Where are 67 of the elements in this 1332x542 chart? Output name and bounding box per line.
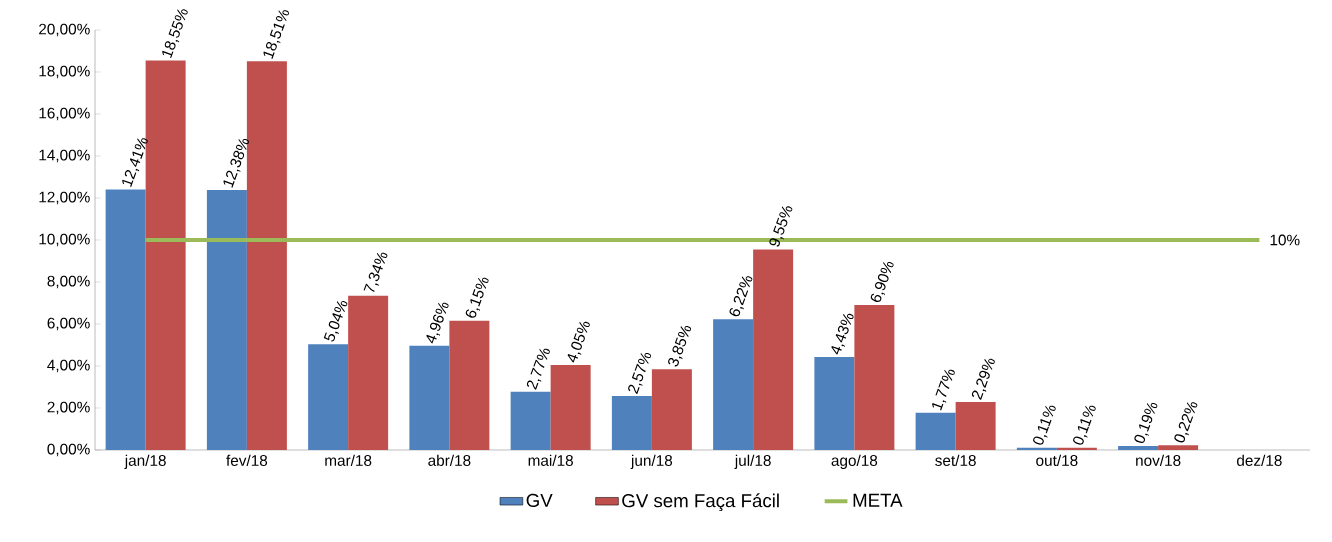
data-label: 0,11% [1073, 405, 1096, 445]
bar [348, 295, 389, 450]
bar [409, 345, 450, 450]
bar [449, 320, 490, 450]
data-label: 7,34% [363, 252, 388, 293]
data-label: 12,41% [122, 138, 148, 188]
data-label: 1,77% [932, 369, 955, 411]
data-label: 3,85% [668, 326, 692, 367]
data-label: 2,77% [526, 348, 550, 390]
bar [308, 344, 349, 450]
data-label: 4,96% [426, 302, 449, 344]
bar [510, 391, 551, 450]
x-tick-label: dez/18 [1237, 454, 1282, 466]
bar [611, 396, 652, 450]
x-tick-label: jun/18 [630, 454, 673, 469]
y-tick-label: 18,00% [39, 65, 90, 79]
y-tick-label: 20,00% [39, 23, 90, 37]
data-label: 6,22% [729, 276, 753, 317]
bar [550, 364, 591, 450]
bar [915, 412, 956, 450]
bar [854, 305, 895, 450]
data-label: 0,22% [1174, 402, 1198, 443]
data-label: 18,51% [263, 10, 290, 59]
data-label: 6,15% [465, 277, 489, 318]
data-label: 0,19% [1134, 402, 1158, 444]
bar [1158, 445, 1199, 450]
y-tick-label: 14,00% [39, 149, 90, 163]
data-label: 4,43% [831, 313, 854, 355]
bar [713, 319, 754, 450]
y-tick-label: 8,00% [47, 275, 90, 289]
legend-label: GV [526, 493, 553, 507]
x-tick-label: set/18 [935, 454, 976, 466]
x-tick-label: fev/18 [226, 454, 268, 466]
y-tick-label: 2,00% [47, 401, 90, 415]
data-label: 9,55% [769, 206, 793, 247]
data-label: 0,11% [1033, 405, 1056, 445]
bar [814, 356, 855, 450]
data-label: 18,55% [162, 9, 188, 59]
x-tick-label: mai/18 [528, 454, 573, 466]
x-tick-label: jul/18 [734, 454, 771, 469]
legend-label: GV sem Faça Fácil [622, 493, 779, 512]
data-label: 12,38% [223, 138, 250, 188]
data-label: 5,04% [323, 301, 348, 342]
bar [651, 369, 692, 450]
bar [105, 189, 146, 450]
bar [206, 190, 247, 450]
bar [753, 249, 794, 450]
data-label: 10% [1270, 234, 1300, 246]
x-tick-label: out/18 [1036, 454, 1078, 466]
x-tick-label: abr/18 [428, 454, 471, 466]
data-label: 2,29% [971, 358, 995, 400]
x-tick-label: ago/18 [831, 454, 878, 469]
y-tick-label: 12,00% [39, 191, 90, 205]
x-tick-label: nov/18 [1136, 454, 1181, 466]
y-tick-label: 16,00% [39, 107, 90, 121]
data-label: 6,90% [870, 261, 894, 302]
x-tick-label: mar/18 [325, 454, 372, 466]
legend-label: META [853, 493, 903, 507]
y-tick-label: 10,00% [39, 233, 90, 247]
data-label: 2,57% [628, 352, 652, 395]
bar [1118, 446, 1159, 450]
y-tick-label: 0,00% [47, 443, 90, 457]
x-tick-label: jan/18 [124, 454, 166, 469]
data-label: 4,05% [567, 321, 590, 363]
y-tick-label: 4,00% [47, 359, 90, 373]
bar [955, 401, 996, 450]
y-tick-label: 6,00% [47, 317, 90, 331]
